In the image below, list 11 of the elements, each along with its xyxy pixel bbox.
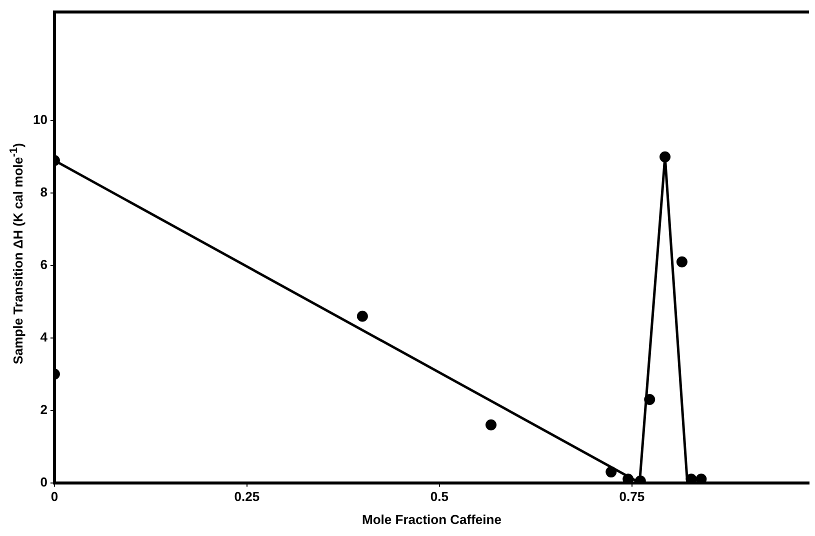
y-tick-label: 6 <box>40 257 48 272</box>
y-tick-label: 4 <box>40 330 48 345</box>
x-tick-label: 0 <box>50 489 58 504</box>
x-tick-label: 0.25 <box>234 489 260 504</box>
x-tick-label: 0.5 <box>430 489 448 504</box>
y-tick-label: 10 <box>32 112 48 128</box>
x-tick-label: 0.75 <box>619 489 645 504</box>
y-tick-label: 2 <box>40 402 48 417</box>
y-tick-label: 0 <box>40 474 48 490</box>
y-tick-label: 8 <box>40 184 48 200</box>
x-axis-title: Mole Fraction Caffeine <box>362 512 502 527</box>
